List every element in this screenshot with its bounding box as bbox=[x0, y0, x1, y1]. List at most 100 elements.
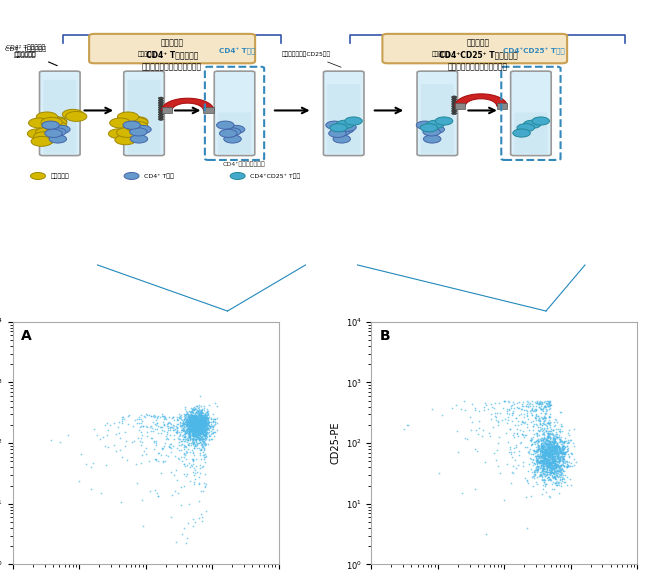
Point bbox=[160, 438, 170, 448]
Point bbox=[179, 420, 189, 429]
Circle shape bbox=[127, 122, 148, 131]
Point bbox=[552, 466, 563, 475]
Point bbox=[191, 435, 202, 444]
Point bbox=[152, 492, 162, 501]
Point bbox=[178, 431, 188, 440]
Point bbox=[543, 452, 554, 461]
Point bbox=[549, 453, 559, 463]
Point bbox=[555, 435, 566, 445]
Point bbox=[510, 440, 521, 449]
Point bbox=[542, 469, 552, 479]
Point bbox=[193, 423, 203, 432]
Point bbox=[190, 415, 200, 424]
Point bbox=[552, 460, 563, 469]
Point bbox=[546, 458, 556, 468]
Point bbox=[194, 410, 204, 419]
Point bbox=[191, 424, 202, 433]
Point bbox=[552, 418, 562, 427]
Point bbox=[189, 423, 200, 433]
Point bbox=[190, 434, 201, 444]
Point bbox=[539, 452, 549, 461]
Point bbox=[184, 429, 194, 438]
Circle shape bbox=[159, 116, 163, 118]
Point bbox=[553, 461, 564, 470]
Point bbox=[558, 458, 569, 467]
Point bbox=[199, 417, 209, 426]
Point bbox=[543, 401, 553, 410]
Point bbox=[545, 400, 555, 410]
Point bbox=[194, 408, 204, 418]
Point bbox=[545, 458, 556, 467]
Point bbox=[191, 408, 202, 417]
Point bbox=[542, 438, 552, 448]
Point bbox=[552, 449, 562, 458]
Point bbox=[551, 464, 561, 473]
Point bbox=[202, 425, 212, 434]
Point bbox=[536, 446, 547, 456]
Point bbox=[138, 421, 148, 430]
Point bbox=[200, 415, 210, 424]
Point bbox=[146, 411, 156, 420]
FancyBboxPatch shape bbox=[417, 71, 458, 156]
Point bbox=[542, 457, 552, 467]
Point bbox=[185, 420, 196, 429]
Point bbox=[450, 400, 461, 409]
Point bbox=[196, 422, 207, 431]
Point bbox=[183, 414, 193, 423]
Point bbox=[547, 448, 558, 457]
Point bbox=[528, 481, 538, 490]
Point bbox=[196, 410, 207, 419]
Point bbox=[534, 458, 544, 467]
Point bbox=[562, 472, 572, 482]
Point bbox=[198, 434, 208, 444]
Point bbox=[474, 407, 484, 416]
Point bbox=[552, 461, 563, 470]
Point bbox=[184, 418, 194, 427]
Point bbox=[188, 456, 199, 465]
Point bbox=[185, 428, 196, 437]
Point bbox=[543, 439, 553, 448]
Point bbox=[161, 434, 171, 444]
Point bbox=[552, 456, 563, 465]
Point bbox=[188, 437, 198, 446]
Point bbox=[184, 417, 194, 426]
Point bbox=[192, 420, 202, 429]
Point bbox=[190, 419, 200, 429]
Point bbox=[456, 404, 466, 413]
Point bbox=[189, 426, 200, 435]
Point bbox=[550, 445, 560, 454]
Point bbox=[187, 425, 197, 434]
Point bbox=[555, 453, 566, 463]
Point bbox=[188, 411, 199, 420]
Point bbox=[552, 453, 562, 462]
Point bbox=[183, 417, 194, 426]
Point bbox=[204, 418, 214, 427]
Point bbox=[557, 474, 567, 483]
Point bbox=[553, 449, 564, 458]
Point bbox=[554, 445, 565, 454]
Point bbox=[181, 407, 192, 416]
Point bbox=[537, 452, 547, 461]
Point bbox=[187, 422, 198, 431]
Point bbox=[181, 412, 191, 421]
Point bbox=[185, 421, 196, 430]
Point bbox=[553, 450, 564, 459]
Point bbox=[554, 472, 565, 482]
Point bbox=[539, 445, 549, 454]
Point bbox=[204, 417, 214, 426]
Point bbox=[194, 421, 205, 430]
Point bbox=[541, 457, 552, 467]
Circle shape bbox=[42, 121, 59, 129]
Point bbox=[561, 447, 571, 456]
Point bbox=[550, 444, 560, 453]
Point bbox=[540, 448, 551, 457]
Point bbox=[199, 418, 209, 427]
Point bbox=[190, 415, 201, 424]
Point bbox=[522, 442, 532, 452]
Point bbox=[191, 434, 202, 444]
Point bbox=[188, 431, 198, 440]
Bar bbox=[497, 103, 507, 109]
Point bbox=[554, 475, 565, 484]
Point bbox=[554, 453, 565, 462]
Point bbox=[514, 446, 524, 456]
